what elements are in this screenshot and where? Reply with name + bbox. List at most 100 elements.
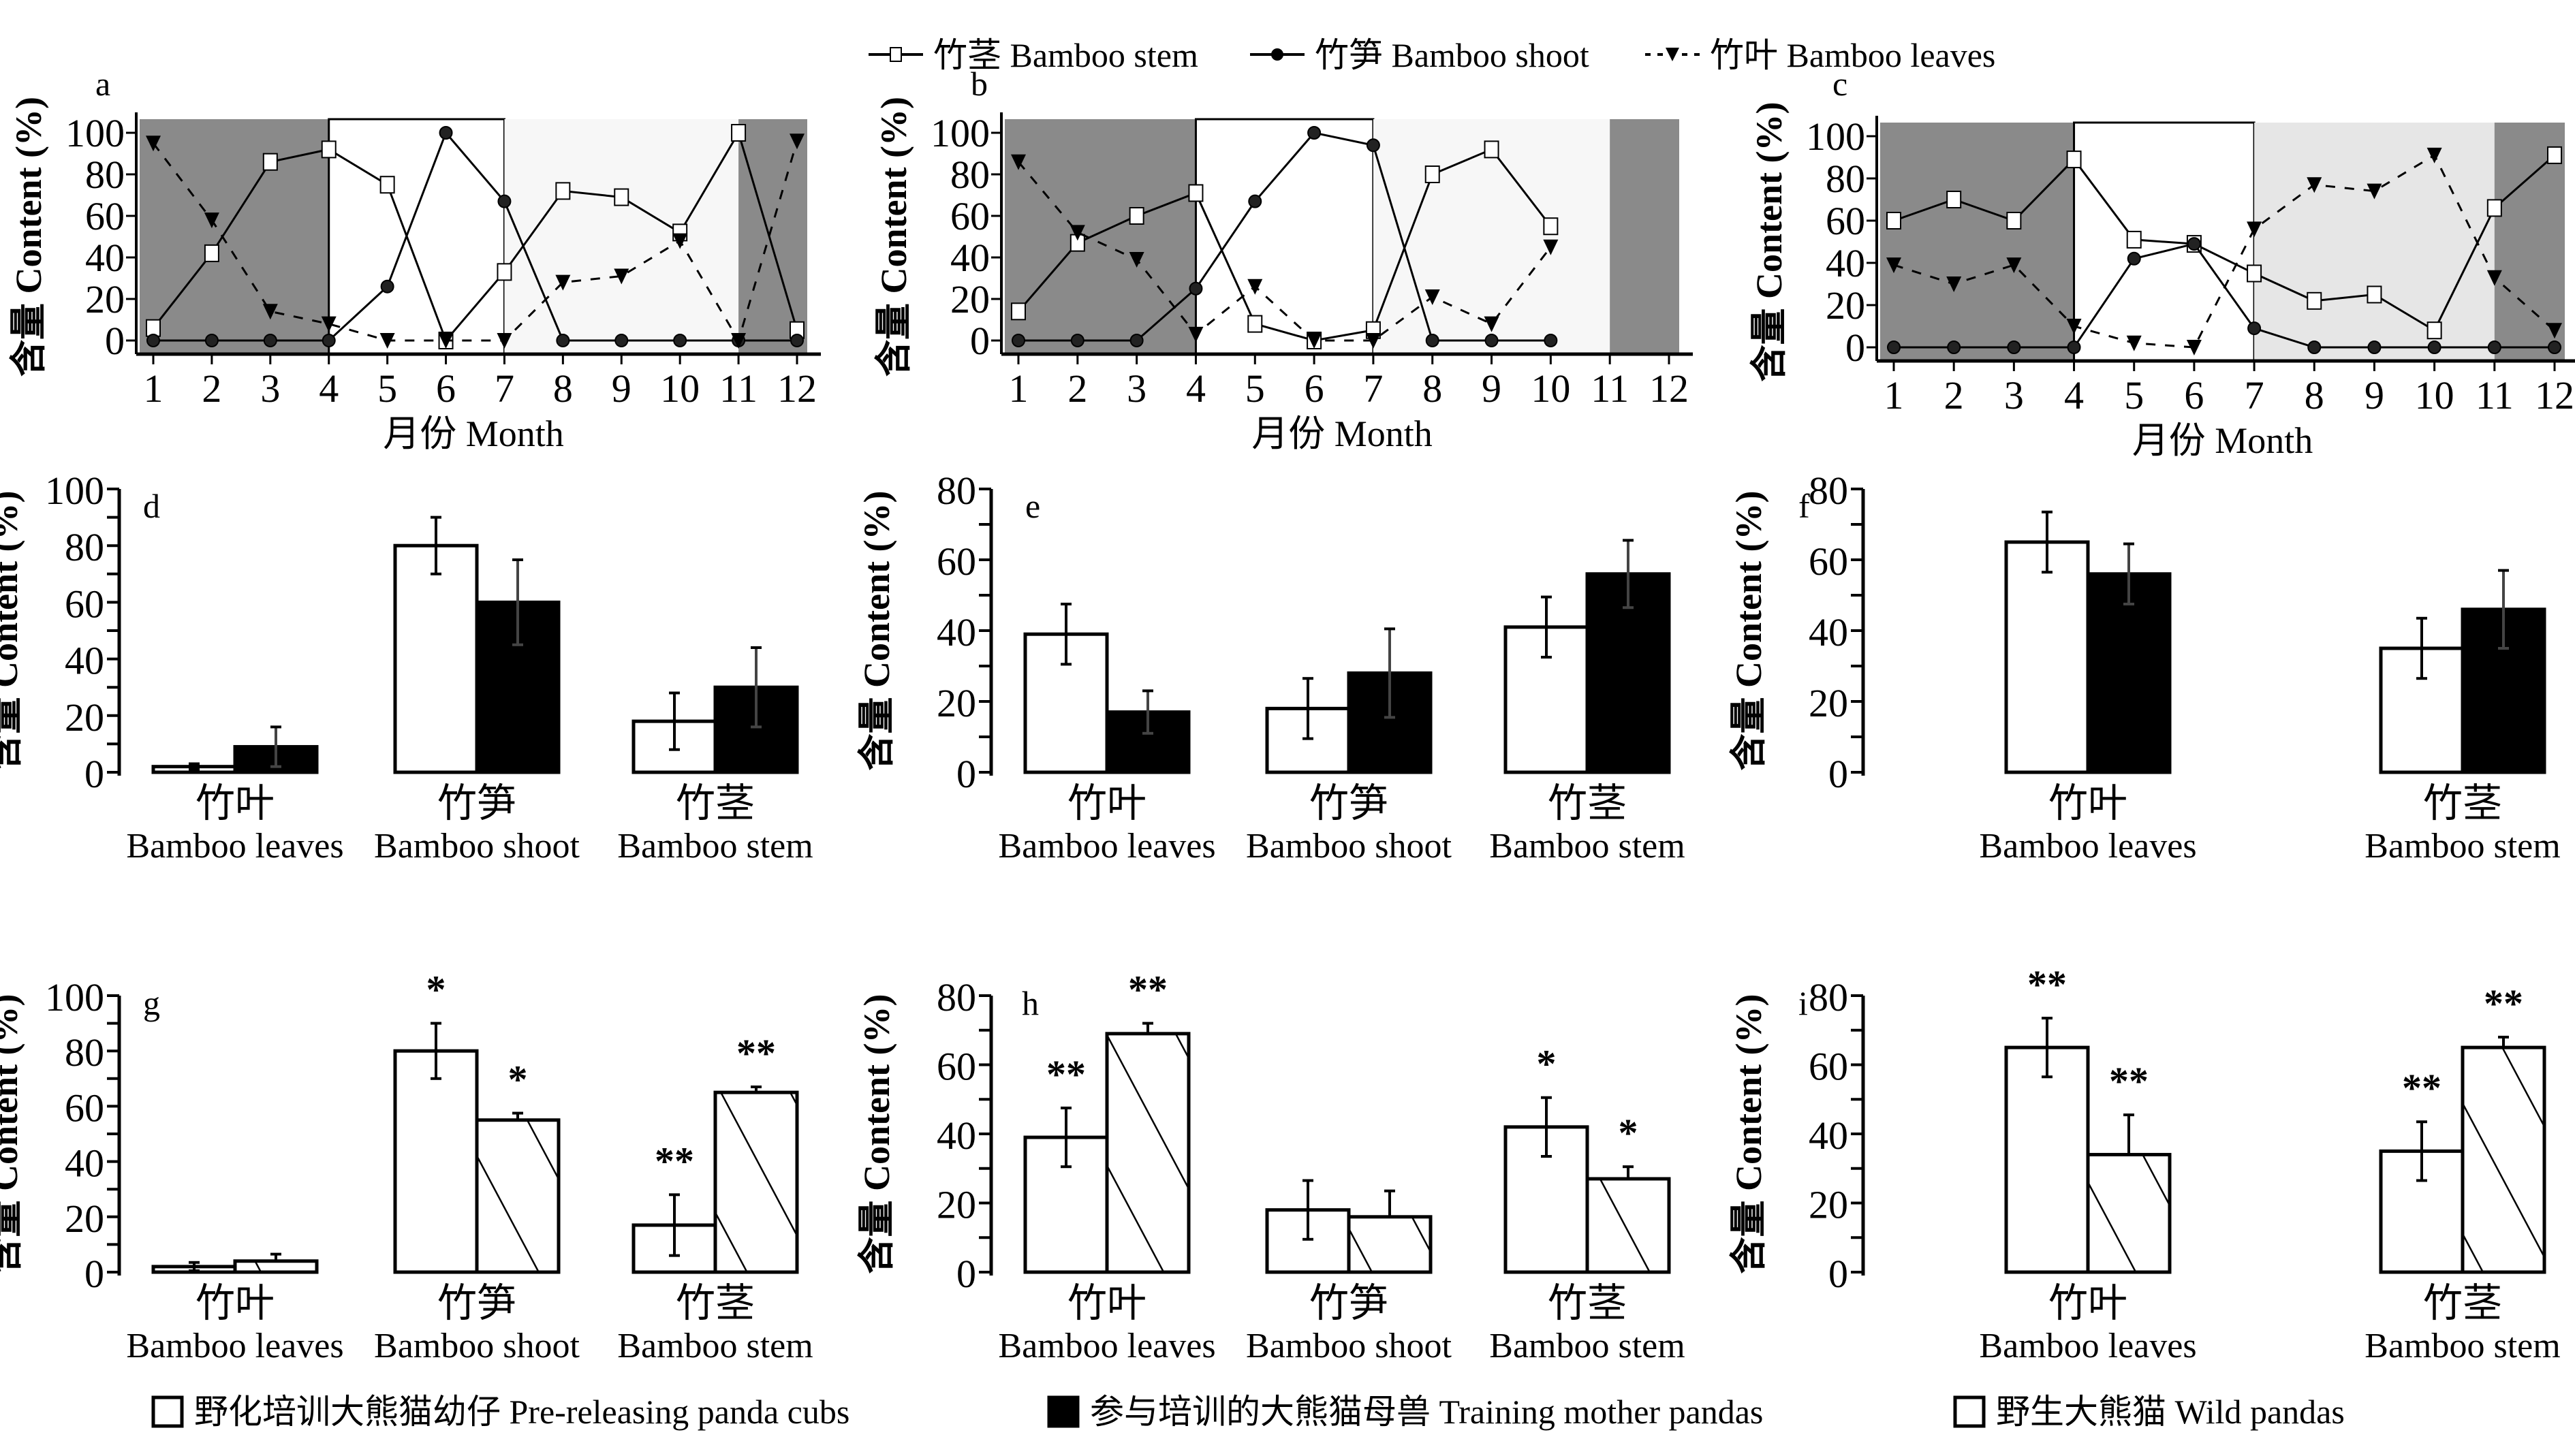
leaves-point bbox=[2186, 340, 2202, 355]
y-tick-label: 40 bbox=[937, 610, 976, 654]
category-label-cn: 竹茎 bbox=[676, 780, 755, 826]
shoot-point bbox=[2067, 341, 2081, 354]
x-tick-label: 9 bbox=[612, 366, 631, 411]
panel-label: g bbox=[143, 984, 160, 1022]
stem-point bbox=[1011, 302, 1026, 321]
bar-cubs bbox=[2004, 1045, 2090, 1274]
bottom-legend: 野化培训大熊猫幼仔 Pre-releasing panda cubs 参与培训的大… bbox=[151, 1393, 2345, 1431]
legend-label: 野生大熊猫 Wild pandas bbox=[1996, 1393, 2345, 1431]
x-tick-label: 5 bbox=[2124, 373, 2144, 417]
y-tick-label: 20 bbox=[1809, 1183, 1848, 1227]
leaves-point bbox=[1307, 333, 1322, 349]
shoot-point bbox=[1012, 334, 1025, 347]
x-tick-label: 9 bbox=[1482, 366, 1501, 411]
shoot-point bbox=[2427, 341, 2441, 354]
panel-label: b bbox=[971, 65, 988, 103]
season-band bbox=[2254, 123, 2495, 361]
shoot-point bbox=[2247, 321, 2262, 336]
significance-marker: * bbox=[1619, 1111, 1638, 1155]
season-band bbox=[504, 119, 739, 354]
y-axis-title: 含量 Content (%) bbox=[0, 994, 25, 1274]
series-line-stem bbox=[1017, 148, 1552, 342]
stem-point bbox=[2486, 199, 2502, 217]
leaves-point bbox=[438, 333, 454, 349]
category-label-cn: 竹叶 bbox=[196, 780, 275, 826]
legend-item-cubs: 野化培训大熊猫幼仔 Pre-releasing panda cubs bbox=[151, 1393, 849, 1431]
bar-mothers bbox=[2086, 572, 2172, 774]
stem-point bbox=[2307, 291, 2322, 310]
category-label-cn: 竹笋 bbox=[1309, 780, 1388, 826]
y-axis-title: 含量 Content (%) bbox=[8, 97, 49, 377]
shoot-point bbox=[2487, 341, 2501, 354]
shoot-point bbox=[263, 334, 277, 347]
x-axis-title: 月份 Month bbox=[2132, 420, 2313, 461]
significance-marker: ** bbox=[2027, 962, 2067, 1007]
y-tick-label: 40 bbox=[1809, 610, 1848, 654]
y-tick-label: 40 bbox=[950, 236, 990, 280]
category-label-en: Bamboo leaves bbox=[998, 1327, 1215, 1365]
shoot-point bbox=[1307, 126, 1322, 140]
y-tick-label: 80 bbox=[937, 469, 976, 513]
leaves-point bbox=[2006, 257, 2022, 274]
x-tick-label: 6 bbox=[2184, 373, 2204, 417]
stem-point bbox=[1424, 165, 1440, 183]
y-tick-label: 100 bbox=[45, 975, 104, 1019]
leaves-point bbox=[614, 268, 629, 285]
stem-point bbox=[2426, 321, 2442, 340]
leaves-point bbox=[2247, 221, 2262, 238]
x-tick-label: 5 bbox=[377, 366, 397, 411]
shoot-point bbox=[2367, 341, 2382, 354]
legend-label: 野化培训大熊猫幼仔 Pre-releasing panda cubs bbox=[194, 1393, 849, 1431]
stem-point bbox=[614, 188, 629, 206]
x-tick-label: 12 bbox=[1649, 366, 1689, 411]
leaves-point bbox=[672, 233, 688, 249]
stem-point bbox=[2547, 146, 2562, 164]
stem-point bbox=[321, 140, 337, 159]
y-axis-title: 含量 Content (%) bbox=[873, 97, 914, 377]
y-tick-label: 60 bbox=[937, 539, 976, 584]
x-tick-label: 3 bbox=[1127, 366, 1146, 411]
leaves-point bbox=[790, 133, 805, 150]
legend-swatch bbox=[151, 1395, 184, 1428]
series-line-stem bbox=[1893, 154, 2555, 332]
legend-label: 竹茎 Bamboo stem bbox=[933, 36, 1198, 74]
category-label-cn: 竹茎 bbox=[2423, 780, 2502, 826]
bar-wild bbox=[233, 1259, 319, 1274]
bar-cubs bbox=[393, 543, 479, 774]
panel-label: h bbox=[1022, 984, 1039, 1022]
leaves-point bbox=[2126, 335, 2142, 351]
leaves-point bbox=[1070, 225, 1085, 241]
y-tick-label: 0 bbox=[1845, 326, 1865, 370]
y-tick-label: 40 bbox=[937, 1113, 976, 1158]
leaves-point bbox=[2367, 183, 2382, 200]
leaves-point bbox=[1946, 276, 1962, 292]
y-tick-label: 80 bbox=[85, 153, 125, 197]
category-label-cn: 竹笋 bbox=[437, 1280, 516, 1326]
leaves-point bbox=[1011, 154, 1026, 170]
y-tick-label: 80 bbox=[1826, 157, 1865, 201]
category-label-cn: 竹茎 bbox=[2423, 1280, 2502, 1326]
stem-point bbox=[2006, 212, 2022, 230]
category-label-en: Bamboo stem bbox=[1489, 1327, 1685, 1365]
x-tick-label: 2 bbox=[1067, 366, 1087, 411]
category-label-en: Bamboo stem bbox=[617, 1327, 813, 1365]
series-line-leaves bbox=[1017, 161, 1552, 342]
shoot-point bbox=[614, 334, 629, 347]
x-tick-label: 8 bbox=[553, 366, 573, 411]
significance-marker: * bbox=[1537, 1042, 1557, 1086]
stem-point bbox=[1946, 191, 1962, 208]
x-tick-label: 8 bbox=[1422, 366, 1442, 411]
leaves-point bbox=[2426, 147, 2442, 163]
y-tick-label: 20 bbox=[65, 695, 104, 740]
category-label-en: Bamboo stem bbox=[2365, 1327, 2560, 1365]
leaves-point bbox=[1484, 316, 1499, 332]
leaves-point bbox=[731, 333, 747, 349]
category-label-en: Bamboo shoot bbox=[1246, 827, 1452, 866]
y-axis-title: 含量 Content (%) bbox=[856, 994, 897, 1274]
significance-marker: ** bbox=[1128, 968, 1168, 1012]
significance-marker: ** bbox=[2484, 981, 2523, 1026]
shoot-point bbox=[1425, 334, 1439, 347]
x-tick-label: 3 bbox=[260, 366, 280, 411]
shoot-point bbox=[2127, 251, 2141, 266]
significance-marker: ** bbox=[655, 1139, 694, 1183]
